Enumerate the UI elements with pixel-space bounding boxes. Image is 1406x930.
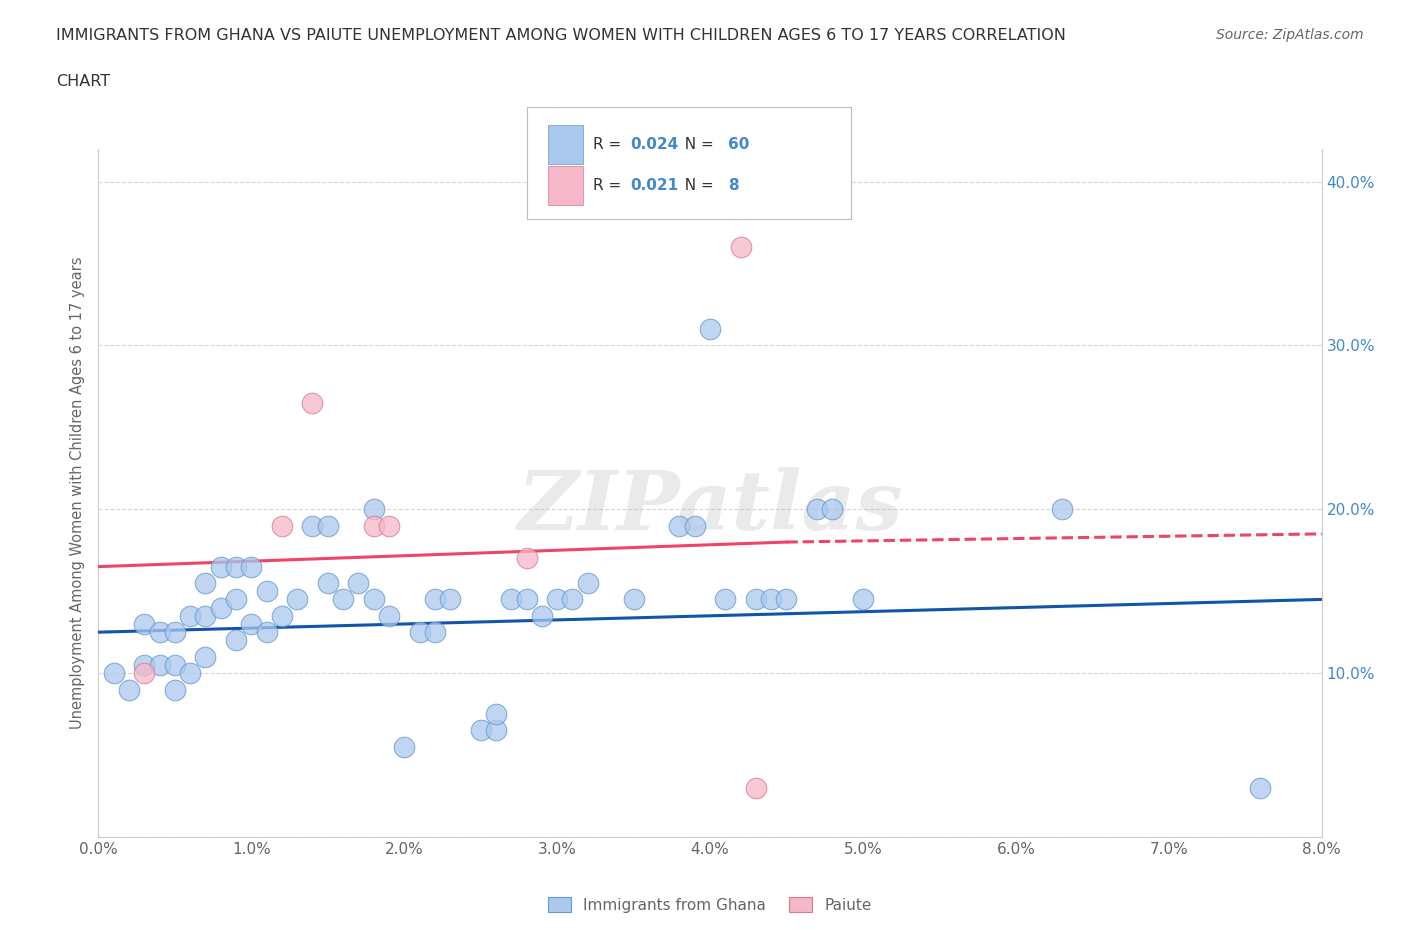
Point [821,502,844,517]
Point [408,625,430,640]
Point [363,518,385,533]
Point [576,576,599,591]
Text: R =: R = [593,178,627,193]
Point [240,559,263,574]
Point [209,559,232,574]
Point [530,608,553,623]
Point [225,633,247,648]
Point [179,666,201,681]
Text: 0.024: 0.024 [630,137,678,152]
Text: Source: ZipAtlas.com: Source: ZipAtlas.com [1216,28,1364,42]
Point [103,666,125,681]
Point [134,658,156,672]
Point [378,518,401,533]
Point [363,592,385,607]
Point [516,592,538,607]
Point [163,658,186,672]
Point [485,707,508,722]
Point [470,723,492,737]
Point [730,240,752,255]
Point [332,592,354,607]
Point [852,592,875,607]
Point [301,518,323,533]
Point [485,723,508,737]
Point [501,592,523,607]
Point [270,608,294,623]
Point [163,682,186,697]
Text: ZIPatlas: ZIPatlas [517,467,903,547]
Point [775,592,797,607]
Point [194,649,217,664]
Point [806,502,828,517]
Text: 60: 60 [728,137,749,152]
Point [225,559,247,574]
Y-axis label: Unemployment Among Women with Children Ages 6 to 17 years: Unemployment Among Women with Children A… [70,257,86,729]
Point [134,666,156,681]
Point [378,608,401,623]
Point [225,592,247,607]
Text: CHART: CHART [56,74,110,89]
Point [301,395,323,410]
Text: N =: N = [675,178,718,193]
Point [347,576,370,591]
Text: 8: 8 [728,178,740,193]
Point [134,617,156,631]
Point [1249,780,1271,795]
Point [270,518,294,533]
Point [699,322,721,337]
Point [118,682,141,697]
Point [683,518,706,533]
Point [256,584,278,599]
Point [240,617,263,631]
Point [392,739,416,754]
Text: IMMIGRANTS FROM GHANA VS PAIUTE UNEMPLOYMENT AMONG WOMEN WITH CHILDREN AGES 6 TO: IMMIGRANTS FROM GHANA VS PAIUTE UNEMPLOY… [56,28,1066,43]
Point [561,592,583,607]
Point [423,592,446,607]
Point [745,592,768,607]
Text: R =: R = [593,137,627,152]
Point [149,625,172,640]
Point [316,576,339,591]
Point [209,600,232,615]
Point [194,608,217,623]
Point [546,592,568,607]
Text: 0.021: 0.021 [630,178,678,193]
Point [363,502,385,517]
Point [423,625,446,640]
Point [516,551,538,565]
Point [316,518,339,533]
Point [745,780,768,795]
Text: N =: N = [675,137,718,152]
Point [163,625,186,640]
Point [759,592,782,607]
Point [179,608,201,623]
Point [285,592,308,607]
Point [194,576,217,591]
Point [256,625,278,640]
Point [668,518,690,533]
Point [149,658,172,672]
Point [1050,502,1073,517]
Point [714,592,737,607]
Point [439,592,461,607]
Point [623,592,645,607]
Legend: Immigrants from Ghana, Paiute: Immigrants from Ghana, Paiute [543,891,877,919]
